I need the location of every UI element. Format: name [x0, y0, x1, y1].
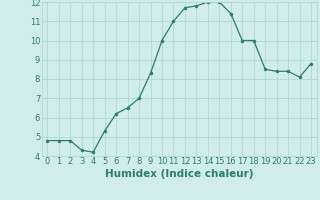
- X-axis label: Humidex (Indice chaleur): Humidex (Indice chaleur): [105, 169, 253, 179]
